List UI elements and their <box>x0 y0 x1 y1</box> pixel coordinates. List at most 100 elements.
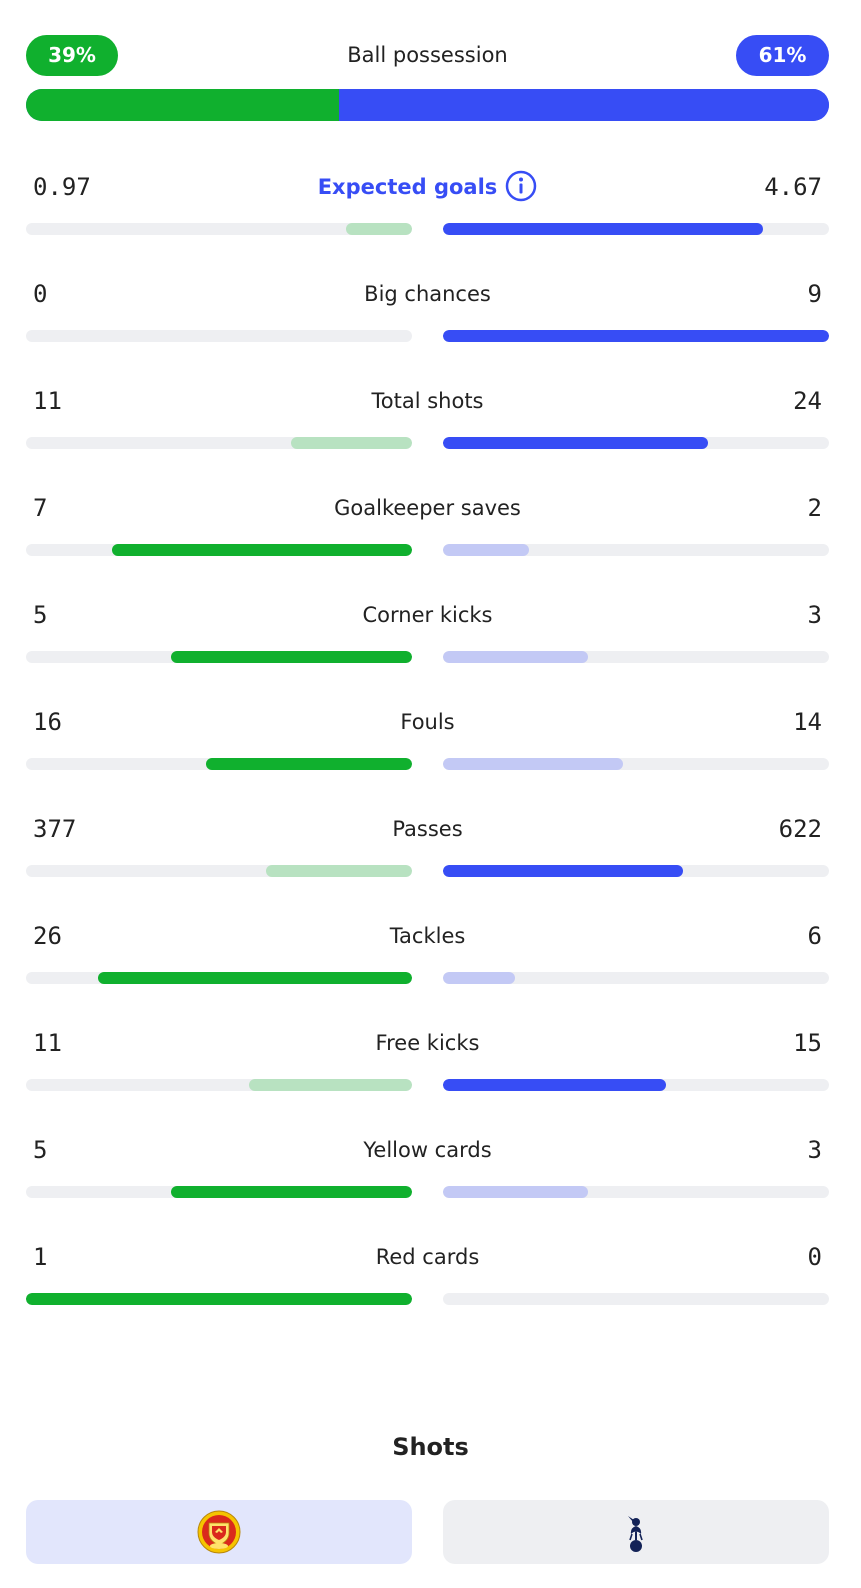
home-stat-bar <box>266 865 412 877</box>
home-stat-value: 0.97 <box>33 173 91 201</box>
away-stat-bar <box>443 330 829 342</box>
home-stat-bar-track <box>26 758 412 770</box>
home-possession-badge: 39% <box>26 35 118 76</box>
away-stat-bar-track <box>443 1186 829 1198</box>
home-stat-value: 16 <box>33 708 62 736</box>
stat-label: Passes <box>186 807 669 851</box>
away-stat-bar <box>443 1186 588 1198</box>
stat-label-text: Passes <box>392 817 463 841</box>
stat-row: 0.97 Expected goals 4.67 <box>26 165 829 272</box>
away-stat-value: 9 <box>807 280 822 308</box>
away-stat-bar <box>443 972 516 984</box>
stat-label: Fouls <box>186 700 669 744</box>
home-stat-value: 377 <box>33 815 77 843</box>
stat-label: Goalkeeper saves <box>186 486 669 530</box>
stat-label-text: Tackles <box>389 924 466 948</box>
home-stat-bar <box>290 437 412 449</box>
info-icon[interactable] <box>505 170 537 202</box>
home-stat-bar-track <box>26 1186 412 1198</box>
away-stat-bar-track <box>443 544 829 556</box>
stat-label: Yellow cards <box>186 1128 669 1172</box>
away-stat-value: 6 <box>807 922 822 950</box>
stat-label-text: Big chances <box>364 282 491 306</box>
possession-bar-home <box>26 89 340 121</box>
away-team-shots-tab[interactable] <box>443 1500 829 1564</box>
away-stat-bar <box>443 1079 666 1091</box>
away-possession-badge: 61% <box>736 35 829 76</box>
away-stat-value: 4.67 <box>764 173 822 201</box>
away-stat-bar <box>443 651 588 663</box>
home-stat-value: 5 <box>33 601 48 629</box>
possession-bar <box>26 89 829 121</box>
home-stat-bar <box>206 758 412 770</box>
away-stat-bar <box>443 758 624 770</box>
stat-label: Free kicks <box>186 1021 669 1065</box>
home-stat-bar <box>111 544 412 556</box>
away-stat-bar <box>443 865 684 877</box>
shots-section-title: Shots <box>392 1433 469 1461</box>
away-stat-value: 24 <box>793 387 822 415</box>
away-stat-bar <box>443 223 763 235</box>
ball-possession: 39% Ball possession 61% <box>26 35 829 121</box>
away-stat-bar-track <box>443 758 829 770</box>
away-stat-bar-track <box>443 1293 829 1305</box>
manchester-united-crest-icon <box>197 1510 241 1554</box>
away-stat-bar-track <box>443 330 829 342</box>
away-stat-value: 3 <box>807 1136 822 1164</box>
home-team-shots-tab[interactable] <box>26 1500 412 1564</box>
match-stats-list: 0.97 Expected goals 4.67 0 Big chances 9 11 Tot… <box>26 165 829 1342</box>
stat-row: 11 Free kicks 15 <box>26 1021 829 1128</box>
stat-label-text: Corner kicks <box>362 603 493 627</box>
stat-label[interactable]: Expected goals <box>186 165 669 209</box>
home-stat-bar <box>26 1293 412 1305</box>
stat-label-text: Total shots <box>371 389 484 413</box>
away-stat-value: 0 <box>807 1243 822 1271</box>
away-stat-bar-track <box>443 437 829 449</box>
home-stat-bar-track <box>26 972 412 984</box>
stat-row: 0 Big chances 9 <box>26 272 829 379</box>
away-stat-value: 622 <box>778 815 822 843</box>
away-stat-bar-track <box>443 865 829 877</box>
stat-row: 11 Total shots 24 <box>26 379 829 486</box>
home-stat-bar-track <box>26 437 412 449</box>
stat-label-text: Red cards <box>375 1245 480 1269</box>
away-stat-bar-track <box>443 223 829 235</box>
away-stat-value: 14 <box>793 708 822 736</box>
stat-label: Red cards <box>186 1235 669 1279</box>
stat-row: 1 Red cards 0 <box>26 1235 829 1342</box>
possession-label: Ball possession <box>347 43 508 67</box>
home-stat-value: 0 <box>33 280 48 308</box>
stat-row: 5 Corner kicks 3 <box>26 593 829 700</box>
stat-label-text: Fouls <box>400 710 455 734</box>
stat-row: 7 Goalkeeper saves 2 <box>26 486 829 593</box>
home-stat-value: 1 <box>33 1243 48 1271</box>
away-stat-bar <box>443 437 708 449</box>
stat-label-text: Goalkeeper saves <box>334 496 521 520</box>
stat-row: 5 Yellow cards 3 <box>26 1128 829 1235</box>
home-stat-bar <box>248 1079 412 1091</box>
home-stat-value: 7 <box>33 494 48 522</box>
home-stat-bar <box>170 651 412 663</box>
stat-label-text: Yellow cards <box>363 1138 492 1162</box>
stat-row: 26 Tackles 6 <box>26 914 829 1021</box>
home-stat-bar-track <box>26 544 412 556</box>
stat-label: Corner kicks <box>186 593 669 637</box>
stat-label: Tackles <box>186 914 669 958</box>
home-stat-bar-track <box>26 651 412 663</box>
home-stat-bar <box>170 1186 412 1198</box>
home-stat-value: 5 <box>33 1136 48 1164</box>
home-stat-bar-track <box>26 1293 412 1305</box>
away-stat-bar-track <box>443 972 829 984</box>
away-stat-bar <box>443 544 529 556</box>
stat-row: 377 Passes 622 <box>26 807 829 914</box>
away-stat-bar-track <box>443 1079 829 1091</box>
home-stat-bar-track <box>26 330 412 342</box>
home-stat-bar-track <box>26 1079 412 1091</box>
stat-label: Total shots <box>186 379 669 423</box>
stat-label: Big chances <box>186 272 669 316</box>
stat-row: 16 Fouls 14 <box>26 700 829 807</box>
away-stat-value: 3 <box>807 601 822 629</box>
stat-label-text: Expected goals <box>317 175 498 199</box>
home-stat-value: 11 <box>33 387 62 415</box>
away-stat-bar-track <box>443 651 829 663</box>
